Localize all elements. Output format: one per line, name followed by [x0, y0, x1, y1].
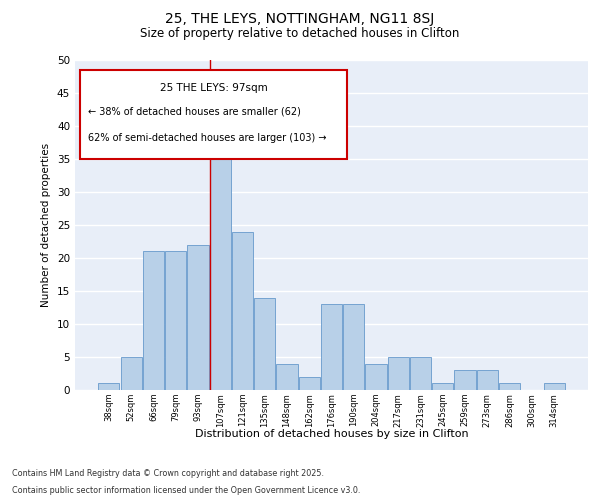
Bar	[187, 245, 209, 390]
Bar	[365, 364, 386, 390]
Bar	[254, 298, 275, 390]
Bar	[499, 384, 520, 390]
Bar	[432, 384, 454, 390]
Bar	[98, 384, 119, 390]
Text: Contains public sector information licensed under the Open Government Licence v3: Contains public sector information licen…	[12, 486, 361, 495]
Bar	[143, 252, 164, 390]
Bar	[410, 357, 431, 390]
Bar	[477, 370, 498, 390]
Text: ← 38% of detached houses are smaller (62): ← 38% of detached houses are smaller (62…	[88, 106, 301, 116]
FancyBboxPatch shape	[80, 70, 347, 159]
Bar	[209, 126, 231, 390]
Bar	[343, 304, 364, 390]
Y-axis label: Number of detached properties: Number of detached properties	[41, 143, 52, 307]
Text: 62% of semi-detached houses are larger (103) →: 62% of semi-detached houses are larger (…	[88, 132, 326, 142]
X-axis label: Distribution of detached houses by size in Clifton: Distribution of detached houses by size …	[194, 430, 469, 440]
Text: 25, THE LEYS, NOTTINGHAM, NG11 8SJ: 25, THE LEYS, NOTTINGHAM, NG11 8SJ	[166, 12, 434, 26]
Bar	[544, 384, 565, 390]
Bar	[321, 304, 342, 390]
Text: Size of property relative to detached houses in Clifton: Size of property relative to detached ho…	[140, 28, 460, 40]
Text: Contains HM Land Registry data © Crown copyright and database right 2025.: Contains HM Land Registry data © Crown c…	[12, 468, 324, 477]
Bar	[388, 357, 409, 390]
Bar	[454, 370, 476, 390]
Bar	[165, 252, 186, 390]
Bar	[232, 232, 253, 390]
Bar	[121, 357, 142, 390]
Text: 25 THE LEYS: 97sqm: 25 THE LEYS: 97sqm	[160, 83, 268, 93]
Bar	[299, 377, 320, 390]
Bar	[277, 364, 298, 390]
